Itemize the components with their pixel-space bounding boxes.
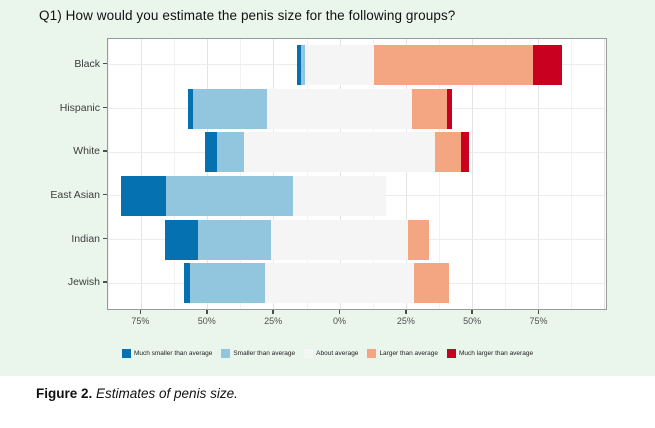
chart-panel [107, 38, 607, 310]
bar-segment-hispanic-3 [266, 88, 413, 129]
y-axis-tick [103, 150, 107, 152]
gridline [240, 39, 242, 309]
y-axis-tick [103, 106, 107, 109]
legend-swatch [221, 349, 231, 358]
legend-label: Larger than average [379, 350, 438, 357]
bar-segment-black-2 [301, 44, 306, 85]
bar-segment-east-asian-3 [293, 175, 386, 216]
x-axis-tick-label: 75% [529, 316, 548, 326]
gridline [273, 39, 275, 309]
gridline [537, 39, 539, 309]
caption-text: Estimates of penis size. [92, 386, 238, 401]
legend-item: Larger than average [367, 349, 438, 358]
gridline [372, 39, 374, 309]
bar-segment-white-3 [244, 132, 435, 173]
bar-segment-jewish-3 [264, 263, 415, 304]
bar-segment-indian-3 [270, 219, 409, 260]
caption-label: Figure 2. [36, 386, 93, 401]
chart-title: Q1) How would you estimate the penis siz… [39, 8, 456, 23]
legend-label: Much smaller than average [133, 350, 213, 357]
y-axis-label: Indian [71, 232, 100, 245]
y-axis-label: East Asian [50, 188, 100, 201]
x-axis-tick-label: 25% [264, 316, 283, 326]
legend-item: About average [304, 349, 358, 358]
bar-segment-hispanic-1 [187, 88, 193, 129]
x-axis-tick [205, 310, 208, 314]
y-axis-label: White [73, 145, 100, 158]
bar-segment-jewish-4 [414, 263, 449, 304]
gridline [603, 39, 605, 309]
legend-swatch [367, 349, 377, 358]
bar-segment-black-1 [297, 44, 302, 85]
bar-segment-black-4 [373, 44, 533, 85]
bar-segment-east-asian-2 [166, 175, 294, 216]
bar-segment-indian-2 [198, 219, 271, 260]
legend-item: Much larger than average [446, 349, 534, 358]
x-axis-tick [471, 310, 473, 314]
x-axis-tick [338, 310, 341, 314]
gridline [570, 39, 572, 309]
bar-segment-indian-4 [408, 219, 430, 260]
y-axis-tick [103, 281, 107, 283]
y-axis-label: Hispanic [59, 101, 100, 114]
y-axis-tick [103, 62, 107, 65]
x-axis-tick-label: 50% [197, 316, 216, 326]
figure-caption: Figure 2. Estimates of penis size. [36, 386, 238, 401]
bar-segment-jewish-1 [184, 263, 190, 304]
bar-segment-indian-1 [165, 219, 199, 260]
legend-swatch [121, 349, 131, 358]
x-axis-tick-label: 0% [332, 316, 346, 326]
legend-label: About average [316, 350, 359, 357]
gridline [207, 39, 209, 309]
bar-segment-white-2 [216, 132, 245, 173]
bar-segment-east-asian-1 [121, 175, 167, 216]
y-axis-tick [103, 193, 107, 196]
x-axis-tick-label: 75% [131, 316, 150, 326]
bar-segment-white-5 [461, 132, 470, 173]
bar-segment-hispanic-4 [412, 88, 447, 129]
legend-swatch [446, 349, 456, 358]
x-axis-tick [405, 310, 407, 314]
gridline [108, 39, 110, 309]
gridline [438, 39, 440, 309]
bar-segment-jewish-2 [189, 263, 265, 304]
bar-segment-hispanic-5 [446, 88, 452, 129]
gridline [306, 39, 308, 309]
y-axis-labels: Black Hispanic White East Asian Indian Jewish [0, 38, 100, 310]
gridline [471, 39, 473, 309]
bar-segment-black-5 [532, 44, 562, 85]
bar-segment-white-1 [204, 132, 217, 173]
legend-item: Much smaller than average [121, 349, 213, 358]
legend-label: Much larger than average [458, 350, 534, 357]
gridline [504, 39, 506, 309]
y-axis-label: Jewish [67, 276, 100, 289]
gridline [174, 39, 176, 309]
chart-legend: Much smaller than average Smaller than av… [0, 349, 655, 358]
x-axis-tick [537, 310, 540, 314]
y-axis-tick [103, 237, 107, 240]
legend-swatch [304, 349, 314, 358]
x-axis-tick-label: 50% [463, 316, 482, 326]
gridline [339, 39, 341, 309]
bar-segment-hispanic-2 [192, 88, 267, 129]
gridline [405, 39, 407, 309]
gridline [141, 39, 143, 309]
bar-segment-white-4 [434, 132, 462, 173]
bar-segment-black-3 [305, 44, 374, 85]
legend-item: Smaller than average [221, 349, 295, 358]
x-axis-tick-label: 25% [396, 316, 415, 326]
y-axis-label: Black [74, 57, 100, 70]
legend-label: Smaller than average [233, 350, 296, 357]
x-axis-tick [272, 310, 274, 314]
x-axis-tick [139, 310, 142, 314]
